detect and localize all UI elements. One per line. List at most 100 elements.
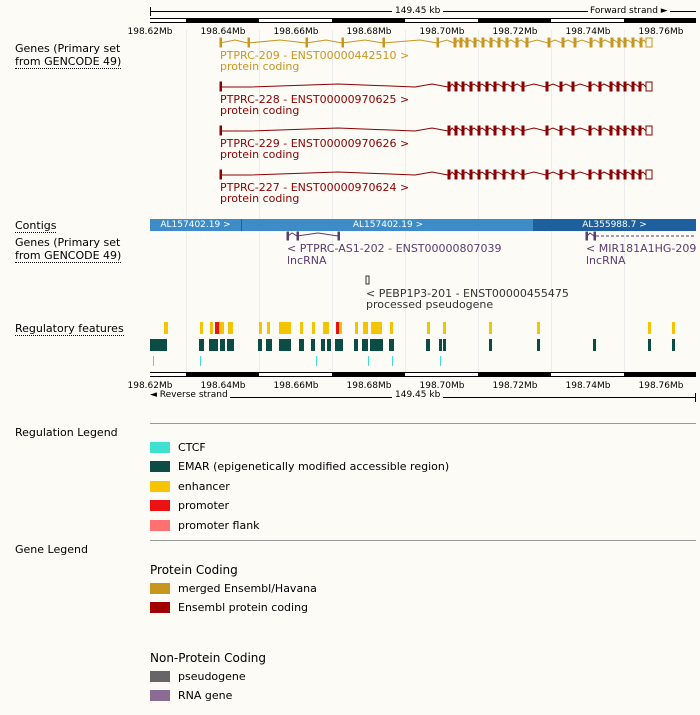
legend-label: promoter flank <box>178 519 260 532</box>
tick-label: 198.76Mb <box>638 27 684 37</box>
tick-label: 198.62Mb <box>127 381 173 391</box>
reverse-transcripts-track <box>286 231 696 285</box>
legend-label: pseudogene <box>178 670 246 683</box>
contigs-track-label[interactable]: Contigs <box>15 219 57 233</box>
regulatory-track-label[interactable]: Regulatory features <box>15 322 124 336</box>
enhancer-feature[interactable] <box>267 322 270 334</box>
enhancer-feature[interactable] <box>300 322 303 334</box>
enhancer-feature[interactable] <box>363 322 368 334</box>
enhancer-feature[interactable] <box>672 322 675 334</box>
ctcf-feature[interactable] <box>440 356 441 366</box>
emar-feature[interactable] <box>266 339 272 351</box>
enhancer-feature[interactable] <box>323 322 329 334</box>
emar-swatch <box>150 461 170 472</box>
ctcf-feature[interactable] <box>200 356 201 366</box>
emar-feature[interactable] <box>439 339 442 351</box>
enhancer-feature[interactable] <box>339 322 342 334</box>
emar-feature[interactable] <box>672 339 675 351</box>
emar-feature[interactable] <box>537 339 540 351</box>
emar-feature[interactable] <box>220 339 225 351</box>
enhancer-feature[interactable] <box>259 322 262 334</box>
emar-feature[interactable] <box>199 339 204 351</box>
bottom-scale-bar <box>150 372 696 377</box>
transcript-ptprc-229-glyph[interactable] <box>219 125 653 136</box>
genes-reverse-track-label[interactable]: Genes (Primary set from GENCODE 49) <box>15 236 122 263</box>
non-protein-coding-title: Non-Protein Coding <box>150 651 267 665</box>
enhancer-feature[interactable] <box>489 322 492 334</box>
emar-feature[interactable] <box>389 339 394 351</box>
enhancer-feature[interactable] <box>312 322 315 334</box>
enhancer-feature[interactable] <box>279 322 291 334</box>
ctcf-feature[interactable] <box>316 356 317 366</box>
enhancer-feature[interactable] <box>210 322 213 334</box>
emar-feature[interactable] <box>443 339 446 351</box>
transcript-mir181a1hg-209-glyph[interactable] <box>585 231 696 241</box>
enhancer-feature[interactable] <box>164 322 168 334</box>
emar-feature[interactable] <box>150 339 167 351</box>
ctcf-feature[interactable] <box>368 356 369 366</box>
enhancer-feature[interactable] <box>648 322 651 334</box>
transcript-ptprc-as1-202-glyph[interactable] <box>286 231 340 241</box>
transcript-label[interactable]: < PEBP1P3-201 - ENST00000455475 <box>366 287 569 300</box>
tick-label: 198.70Mb <box>419 381 465 391</box>
enhancer-feature[interactable] <box>443 322 446 334</box>
transcript-label[interactable]: PTPRC-228 - ENST00000970625 > <box>220 93 410 106</box>
emar-feature[interactable] <box>321 339 325 351</box>
emar-feature[interactable] <box>426 339 430 351</box>
enhancer-feature[interactable] <box>390 322 393 334</box>
top-scale-bar <box>150 18 696 23</box>
transcript-biotype: protein coding <box>220 192 300 205</box>
emar-feature[interactable] <box>279 339 291 351</box>
emar-feature[interactable] <box>489 339 492 351</box>
transcript-ptprc-227-glyph[interactable] <box>219 169 653 180</box>
emar-feature[interactable] <box>362 339 368 351</box>
enhancer-feature[interactable] <box>427 322 430 334</box>
emar-feature[interactable] <box>593 339 596 351</box>
emar-feature[interactable] <box>335 339 343 351</box>
contig-segment[interactable]: AL355988.7 > <box>533 219 696 231</box>
transcript-ptprc-209-glyph[interactable] <box>219 37 653 48</box>
emar-feature[interactable] <box>354 339 358 351</box>
legend-label: EMAR (epigenetically modified accessible… <box>178 460 450 473</box>
enhancer-feature[interactable] <box>355 322 358 334</box>
emar-feature[interactable] <box>648 339 651 351</box>
promoter-feature[interactable] <box>336 322 339 334</box>
transcript-label[interactable]: PTPRC-229 - ENST00000970626 > <box>220 137 410 150</box>
transcript-biotype: protein coding <box>220 148 300 161</box>
contig-segment[interactable]: AL157402.19 > <box>150 219 241 231</box>
regulation-legend-title: Regulation Legend <box>15 426 118 439</box>
transcript-label[interactable]: < MIR181A1HG-209 - <box>586 242 700 255</box>
emar-feature[interactable] <box>209 339 218 351</box>
enhancer-feature[interactable] <box>371 322 382 334</box>
enhancer-feature[interactable] <box>219 322 224 334</box>
transcript-biotype: protein coding <box>220 60 300 73</box>
tick-label: 198.68Mb <box>346 381 392 391</box>
divider <box>150 423 696 424</box>
emar-feature[interactable] <box>299 339 304 351</box>
emar-feature[interactable] <box>258 339 262 351</box>
transcript-label[interactable]: < PTPRC-AS1-202 - ENST00000807039 <box>287 242 502 255</box>
ctcf-feature[interactable] <box>392 356 393 366</box>
contig-segment[interactable]: AL157402.19 > <box>241 219 534 231</box>
emar-feature[interactable] <box>327 339 331 351</box>
tick-label: 198.70Mb <box>419 27 465 37</box>
tick-label: 198.66Mb <box>273 381 319 391</box>
ctcf-swatch <box>150 442 170 453</box>
legend-label: merged Ensembl/Havana <box>178 582 317 595</box>
legend-label: promoter <box>178 499 230 512</box>
enhancer-feature[interactable] <box>228 322 233 334</box>
promoter-feature[interactable] <box>215 322 219 334</box>
transcript-pebp1p3-201-glyph[interactable] <box>365 275 370 285</box>
transcript-label[interactable]: PTPRC-227 - ENST00000970624 > <box>220 181 410 194</box>
emar-feature[interactable] <box>227 339 234 351</box>
transcript-label[interactable]: PTPRC-209 - ENST00000442510 > <box>220 49 410 62</box>
enhancer-feature[interactable] <box>537 322 540 334</box>
emar-feature[interactable] <box>311 339 315 351</box>
ctcf-feature[interactable] <box>153 356 154 366</box>
divider <box>150 540 696 541</box>
emar-feature[interactable] <box>370 339 383 351</box>
enhancer-swatch <box>150 481 170 492</box>
genes-forward-track-label[interactable]: Genes (Primary set from GENCODE 49) <box>15 42 122 69</box>
transcript-ptprc-228-glyph[interactable] <box>219 81 653 92</box>
enhancer-feature[interactable] <box>200 322 203 334</box>
